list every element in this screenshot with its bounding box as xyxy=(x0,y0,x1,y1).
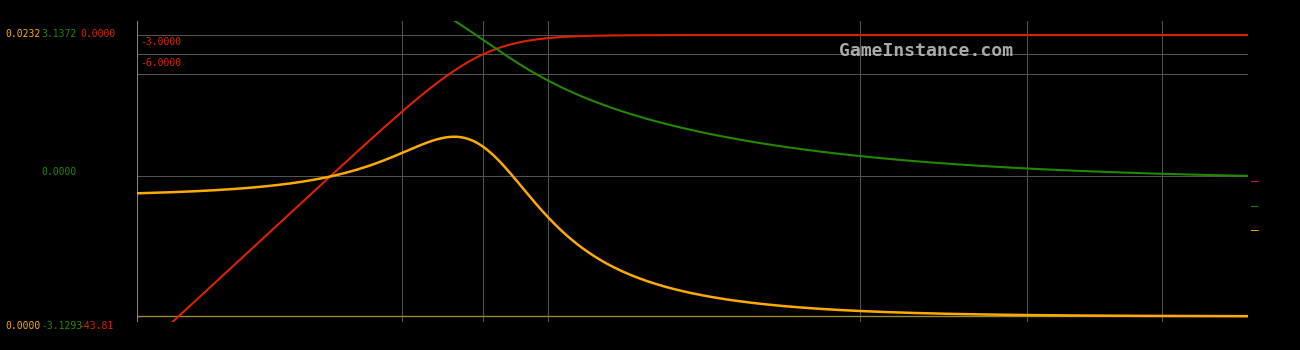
Text: -3.1293: -3.1293 xyxy=(42,321,83,331)
Text: —: — xyxy=(1251,175,1258,189)
Text: 0.0000: 0.0000 xyxy=(42,167,77,177)
Text: -3.0000: -3.0000 xyxy=(140,37,182,47)
Text: —: — xyxy=(1251,224,1258,238)
Text: -6.0000: -6.0000 xyxy=(140,58,182,68)
Text: 0.0232: 0.0232 xyxy=(5,29,40,39)
Text: —: — xyxy=(1251,200,1258,213)
Text: GameInstance.com: GameInstance.com xyxy=(838,42,1013,60)
Text: 3.1372: 3.1372 xyxy=(42,29,77,39)
Text: 0.0000: 0.0000 xyxy=(81,29,116,39)
Text: -43.81: -43.81 xyxy=(78,321,113,331)
Text: 0.0000: 0.0000 xyxy=(5,321,40,331)
